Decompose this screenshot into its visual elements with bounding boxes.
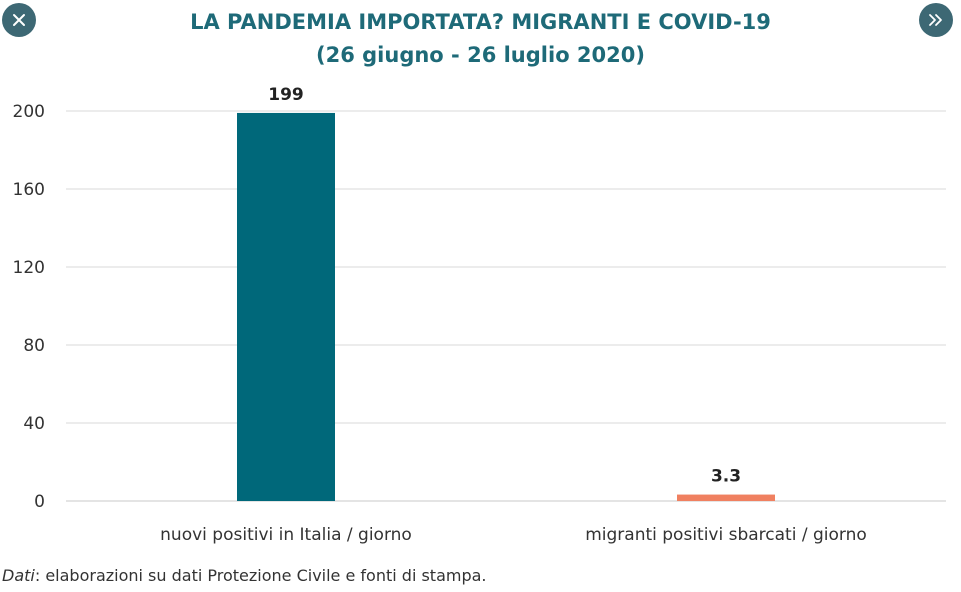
bars: [237, 112, 775, 501]
next-button[interactable]: [919, 3, 953, 37]
source-label: Dati: [2, 566, 35, 585]
y-tick-label: 200: [13, 102, 45, 122]
y-tick-label: 120: [13, 258, 45, 278]
bar: [237, 112, 335, 501]
y-tick-label: 0: [34, 492, 45, 512]
y-axis-ticks: 0 40 80 120 160 200: [13, 102, 45, 512]
category-label: nuovi positivi in Italia / giorno: [160, 525, 412, 545]
data-label: 199: [268, 85, 304, 105]
bar-chart: 0 40 80 120 160 200 199 nuovi positivi in Ital…: [13, 85, 946, 545]
chart-title-block: LA PANDEMIA IMPORTATA? MIGRANTI E COVID-…: [0, 6, 961, 72]
data-label: 3.3: [711, 467, 741, 487]
source-note: Dati: elaborazioni su dati Protezione Ci…: [2, 566, 487, 585]
chart-subtitle: (26 giugno - 26 luglio 2020): [316, 43, 645, 67]
bar: [677, 494, 775, 501]
category-label: migranti positivi sbarcati / giorno: [585, 525, 867, 545]
source-text: : elaborazioni su dati Protezione Civile…: [34, 566, 487, 585]
gridlines: [66, 110, 946, 502]
chart-title: LA PANDEMIA IMPORTATA? MIGRANTI E COVID-…: [190, 10, 771, 34]
y-tick-label: 40: [23, 414, 45, 434]
close-button[interactable]: [2, 3, 36, 37]
double-chevron-right-icon: [929, 14, 942, 26]
y-tick-label: 160: [13, 180, 45, 200]
close-icon: [13, 14, 25, 26]
labels: 199 nuovi positivi in Italia / giorno 3.3 m…: [160, 85, 867, 545]
y-tick-label: 80: [23, 336, 45, 356]
